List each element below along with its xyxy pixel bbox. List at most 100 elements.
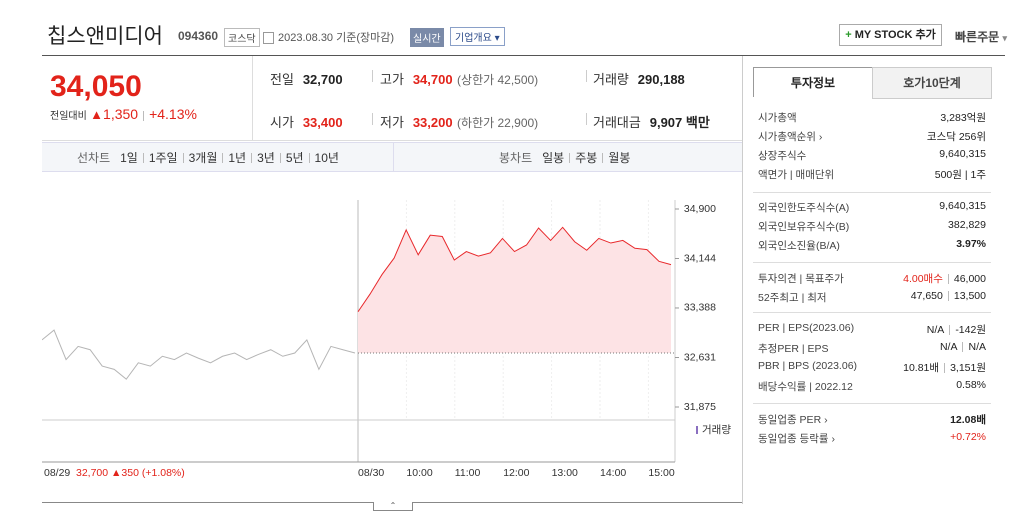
tab[interactable]: 일봉 (542, 151, 565, 165)
tab[interactable]: 월봉 (608, 151, 631, 165)
tab-gap (753, 97, 871, 98)
order-text: 빠른주문 (955, 30, 1000, 44)
header-rule (42, 55, 1005, 56)
tab[interactable]: 5년 (285, 151, 304, 165)
stat-label: 거래대금 (593, 115, 641, 130)
stat-note: (상한가 42,500) (457, 73, 539, 87)
info-value: 9,640,315 (939, 200, 986, 212)
tab[interactable]: 1년 (228, 151, 247, 165)
info-value: 47,650 13,500 (911, 290, 986, 302)
separator (944, 363, 946, 374)
info-value: +0.72% (950, 431, 986, 443)
price-divider (252, 56, 253, 140)
x-date-label: 08/29 (44, 467, 70, 479)
stat: 시가 33,400 (270, 112, 343, 132)
stat-value: 290,188 (637, 72, 685, 87)
info-value-main: 382,829 (948, 219, 986, 231)
price-chart: 34,900 34,144 33,388 32,631 31,875 거래량 08/29 32… (42, 200, 731, 479)
stat-label: 거래량 (593, 72, 629, 87)
stats-rule (42, 140, 742, 141)
info-label: PER | EPS(2023.06) (758, 322, 855, 334)
tab[interactable]: 10년 (314, 151, 339, 165)
candle-tabs: 봉차트 일봉 주봉 월봉 (499, 149, 630, 167)
separator (947, 274, 949, 285)
info-value: 500원 | 1주 (935, 167, 986, 182)
stat-divider (372, 113, 373, 125)
stat-note: (하한가 22,900) (457, 116, 539, 130)
mystock-text: MY STOCK 추가 (854, 29, 936, 41)
info-label[interactable]: 동일업종 등락률 › (758, 433, 835, 445)
info-divider (753, 262, 991, 263)
collapse-button[interactable]: ⌃ (373, 502, 413, 511)
info-value-main: 9,640,315 (939, 148, 986, 160)
info-label: 상장주식수 (758, 150, 807, 162)
info-value-second: 3,151원 (950, 362, 986, 374)
info-value: 4.00매수 46,000 (903, 271, 986, 286)
x-tick-label: 15:00 (648, 467, 674, 479)
y-tick-label: 34,144 (684, 252, 716, 264)
volume-label: 거래량 (702, 424, 731, 436)
change: ▲1,350 (90, 106, 139, 122)
stat-label: 시가 (270, 115, 294, 130)
area-fill (358, 227, 671, 353)
info-value-second: N/A (968, 341, 986, 353)
info-label[interactable]: 시가총액순위 › (758, 131, 823, 143)
info-value: 코스닥 256위 (927, 129, 986, 144)
date-text: 2023.08.30 기준(장마감) (278, 32, 395, 44)
info-value: 0.58% (956, 379, 986, 391)
tab-divider (393, 143, 394, 171)
x-tick-label: 11:00 (455, 467, 481, 479)
info-value-second: 46,000 (953, 273, 986, 285)
stat-value: 9,907 백만 (649, 115, 710, 130)
info-value-main: 3.97% (956, 238, 986, 250)
separator (947, 291, 949, 302)
x-tick-label: 12:00 (503, 467, 529, 479)
info-label: PBR | BPS (2023.06) (758, 360, 858, 372)
stat-value: 32,700 (302, 72, 343, 87)
info-value-main: N/A (926, 324, 945, 336)
y-tick-label: 34,900 (684, 203, 716, 215)
tab[interactable]: 1일 (120, 151, 138, 165)
info-label[interactable]: 동일업종 PER › (758, 414, 828, 426)
info-value: 382,829 (948, 219, 986, 231)
change-line: 전일대비 ▲1,350 +4.13% (50, 106, 197, 122)
price-line (357, 226, 672, 313)
candle-tab-label: 봉차트 (499, 151, 533, 165)
stat-label: 전일 (270, 72, 294, 87)
info-tab[interactable]: 투자정보 (753, 67, 873, 98)
info-value: 10.81배 3,151원 (903, 360, 986, 375)
x-tick-label: 13:00 (552, 467, 578, 479)
info-value-second: 13,500 (953, 290, 986, 302)
stat-value: 34,700 (412, 72, 453, 87)
info-value-main: 9,640,315 (939, 200, 986, 212)
tab[interactable]: 주봉 (575, 151, 598, 165)
company-button[interactable]: 기업개요 ▾ (450, 27, 505, 46)
stock-code: 094360 (178, 29, 219, 43)
stat: 거래량 290,188 (593, 69, 685, 89)
realtime-button[interactable]: 실시간 (410, 28, 444, 47)
info-divider (753, 403, 991, 404)
info-value-main: 500원 | 1주 (934, 169, 986, 181)
info-value-main: 4.00매수 (903, 273, 943, 285)
order-button[interactable]: 빠른주문 ▾ (955, 30, 1008, 44)
info-value-main: 12.08배 (950, 414, 986, 426)
orderbook-tab[interactable]: 호가10단계 (872, 67, 992, 99)
line-tabs: 선차트 1일 1주일 3개월 1년 3년 5년 10년 (77, 149, 339, 167)
stock-name: 칩스앤미디어 (47, 25, 163, 48)
tab[interactable]: 1주일 (148, 151, 178, 165)
stat-label: 고가 (380, 72, 404, 87)
y-tick-label: 31,875 (684, 401, 716, 413)
panel-divider (742, 56, 743, 504)
info-value-main: 코스닥 256위 (926, 131, 986, 143)
info-value-main: 10.81배 (903, 362, 940, 374)
mystock-button[interactable]: + MY STOCK 추가 (839, 24, 942, 46)
stat-label: 저가 (380, 115, 404, 130)
info-divider (753, 312, 991, 313)
info-value: 3,283억원 (940, 110, 986, 125)
info-value-main: 3,283억원 (940, 112, 986, 124)
plus-icon: + (845, 29, 852, 41)
tab[interactable]: 3개월 (188, 151, 218, 165)
change-rate: +4.13% (149, 106, 197, 122)
company-text: 기업개요 (455, 33, 492, 44)
tab[interactable]: 3년 (257, 151, 275, 165)
